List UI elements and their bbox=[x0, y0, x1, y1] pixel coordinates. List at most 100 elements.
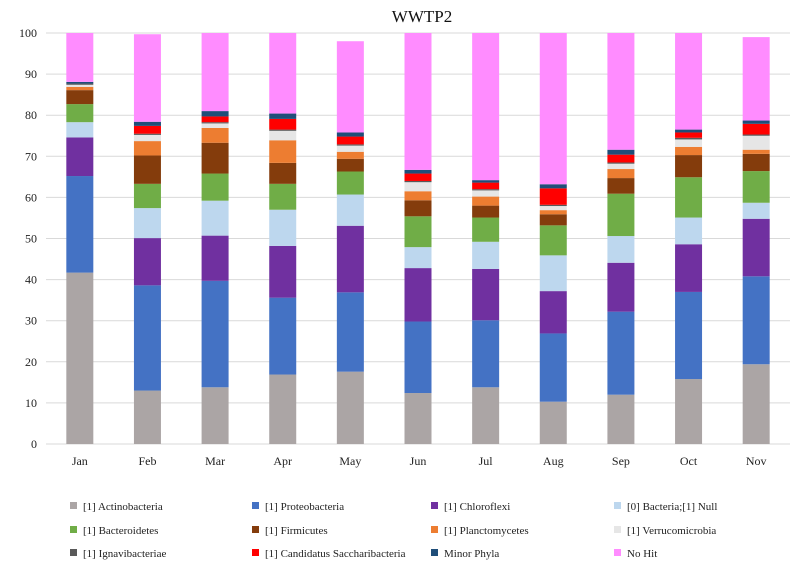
bar-segment bbox=[607, 33, 635, 150]
bar-segment bbox=[66, 176, 94, 273]
x-tick-label: Oct bbox=[680, 454, 698, 468]
bar-segment bbox=[607, 163, 635, 170]
y-tick-label: 20 bbox=[25, 355, 37, 369]
bar-segment bbox=[539, 291, 567, 334]
bar-segment bbox=[404, 173, 432, 181]
legend-label: [1] Candidatus Saccharibacteria bbox=[265, 548, 406, 560]
bar-segment bbox=[539, 214, 567, 226]
bar-segment bbox=[472, 182, 500, 190]
bar-segment bbox=[472, 217, 500, 242]
bar-stack-oct bbox=[675, 33, 703, 444]
bar-segment bbox=[675, 132, 703, 138]
bar-segment bbox=[472, 205, 500, 218]
bar-segment bbox=[269, 129, 297, 131]
legend-swatch bbox=[70, 502, 77, 509]
bar-segment bbox=[201, 116, 229, 123]
bar-segment bbox=[66, 84, 94, 87]
bar-segment bbox=[404, 33, 432, 170]
bar-segment bbox=[607, 193, 635, 237]
bar-segment bbox=[742, 171, 770, 203]
bar-segment bbox=[336, 136, 364, 145]
bar-segment bbox=[133, 155, 161, 184]
bar-stack-mar bbox=[201, 33, 229, 444]
legend-label: [1] Verrucomicrobia bbox=[627, 525, 716, 537]
legend-swatch bbox=[614, 526, 621, 533]
bar-segment bbox=[607, 178, 635, 194]
bar-segment bbox=[675, 129, 703, 133]
bar-segment bbox=[742, 276, 770, 365]
bar-segment bbox=[539, 333, 567, 402]
x-tick-label: May bbox=[339, 454, 361, 468]
bar-stack-jun bbox=[404, 33, 432, 444]
bar-segment bbox=[742, 218, 770, 277]
legend-label: [1] Planctomycetes bbox=[444, 525, 529, 537]
bar-segment bbox=[539, 188, 567, 205]
bar-segment bbox=[201, 111, 229, 117]
bar-segment bbox=[336, 41, 364, 133]
legend-label: [1] Firmicutes bbox=[265, 525, 328, 537]
x-tick-label: Apr bbox=[273, 454, 292, 468]
legend-label: [1] Chloroflexi bbox=[444, 501, 510, 513]
bar-segment bbox=[66, 137, 94, 177]
y-tick-label: 60 bbox=[25, 190, 37, 204]
bar-segment bbox=[269, 140, 297, 163]
bar-segment bbox=[133, 125, 161, 134]
legend-swatch bbox=[614, 502, 621, 509]
legend-swatch bbox=[431, 502, 438, 509]
bar-segment bbox=[269, 113, 297, 119]
bar-segment bbox=[675, 379, 703, 444]
legend-item: [0] Bacteria;[1] Null bbox=[614, 501, 717, 513]
y-tick-label: 50 bbox=[25, 232, 37, 246]
bar-segment bbox=[269, 209, 297, 246]
bar-segment bbox=[201, 33, 229, 112]
bar-segment bbox=[404, 191, 432, 201]
legend-item: [1] Bacteroidetes bbox=[70, 525, 158, 537]
bar-segment bbox=[201, 173, 229, 201]
bar-segment bbox=[742, 364, 770, 444]
legend-item: [1] Ignavibacteriae bbox=[70, 548, 166, 560]
legend-label: [1] Proteobacteria bbox=[265, 501, 344, 513]
y-tick-label: 30 bbox=[25, 314, 37, 328]
bar-segment bbox=[269, 183, 297, 210]
bar-segment bbox=[472, 196, 500, 206]
bar-segment bbox=[742, 37, 770, 121]
bar-segment bbox=[675, 146, 703, 156]
bar-segment bbox=[336, 151, 364, 159]
bar-segment bbox=[472, 320, 500, 388]
legend-swatch bbox=[431, 549, 438, 556]
legend-label: No Hit bbox=[627, 548, 657, 560]
bar-segment bbox=[133, 34, 161, 122]
bar-segment bbox=[336, 225, 364, 293]
bar-segment bbox=[675, 291, 703, 380]
bar-segment bbox=[675, 244, 703, 292]
bar-segment bbox=[539, 184, 567, 189]
bar-stack-nov bbox=[742, 37, 770, 444]
legend-label: [1] Ignavibacteriae bbox=[83, 548, 166, 560]
x-tick-label: Jun bbox=[410, 454, 427, 468]
bar-segment bbox=[472, 387, 500, 444]
bar-segment bbox=[404, 169, 432, 174]
bar-segment bbox=[539, 33, 567, 185]
bar-segment bbox=[404, 393, 432, 444]
bar-segment bbox=[675, 217, 703, 245]
bar-segment bbox=[201, 387, 229, 444]
bar-segment bbox=[404, 268, 432, 322]
legend-item: [1] Chloroflexi bbox=[431, 501, 510, 513]
bar-segment bbox=[269, 118, 297, 130]
bar-segment bbox=[336, 292, 364, 372]
bar-segment bbox=[404, 180, 432, 183]
bar-segment bbox=[133, 208, 161, 239]
x-tick-label: Nov bbox=[746, 454, 767, 468]
bar-segment bbox=[133, 390, 161, 444]
bar-segment bbox=[133, 134, 161, 142]
bar-segment bbox=[336, 371, 364, 444]
bar-segment bbox=[201, 142, 229, 174]
bar-segment bbox=[607, 149, 635, 155]
bar-segment bbox=[742, 149, 770, 154]
bar-segment bbox=[742, 123, 770, 135]
bar-segment bbox=[133, 285, 161, 391]
y-tick-label: 100 bbox=[19, 26, 37, 40]
bar-segment bbox=[269, 297, 297, 375]
